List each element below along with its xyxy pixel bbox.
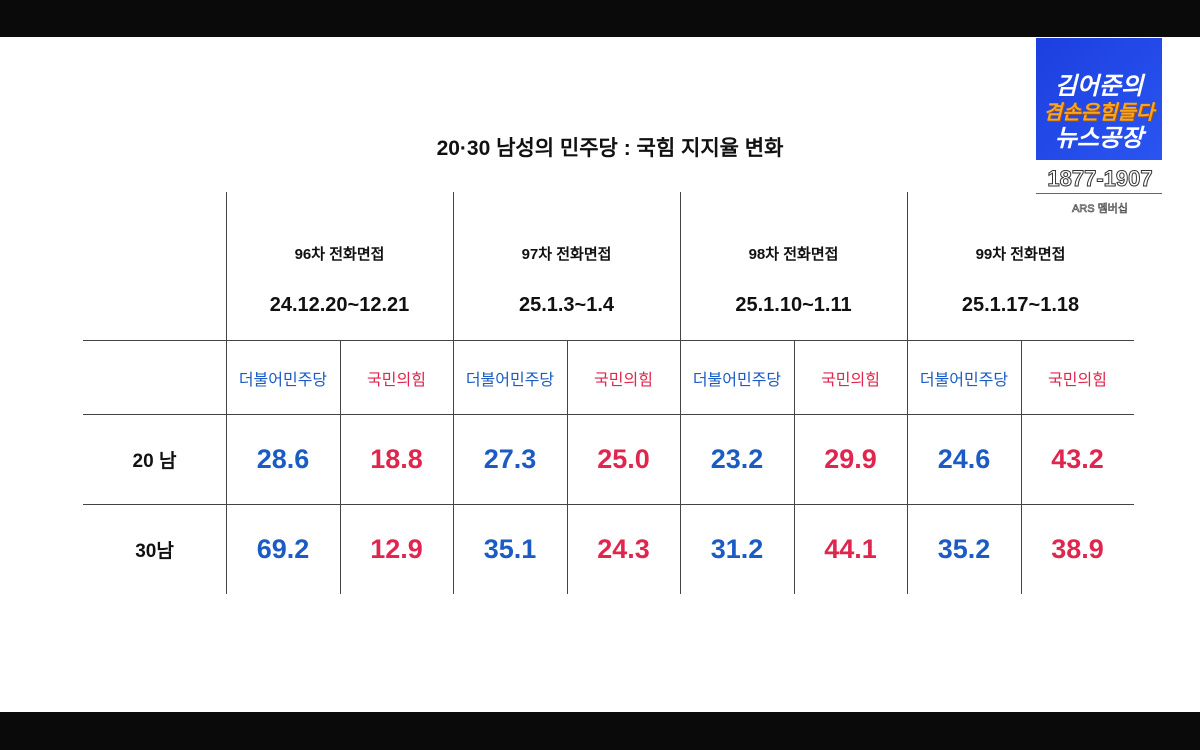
row-label: 20 남 (132, 451, 177, 472)
show-logo: 김어준의 겸손은힘들다 뉴스공장 (1036, 38, 1162, 160)
ars-phone-number: 1877-1907 (1047, 166, 1153, 192)
bottom-letterbox (0, 712, 1200, 750)
grid-line (680, 192, 681, 594)
survey-round: 98차 전화면접 (748, 245, 839, 263)
grid-line (83, 504, 1134, 505)
party-header-ppp: 국민의힘 (821, 371, 880, 389)
logo-line-2: 겸손은힘들다 (1043, 102, 1155, 124)
grid-line (453, 192, 454, 594)
ars-membership-label: ARS 멤버십 (1071, 203, 1129, 216)
party-header-democratic: 더불어민주당 (692, 371, 782, 389)
survey-dates: 25.1.10~1.11 (735, 293, 852, 316)
grid-line (794, 340, 795, 594)
value-democratic: 31.2 (710, 534, 764, 564)
top-letterbox (0, 0, 1200, 37)
value-ppp: 18.8 (370, 444, 423, 474)
party-header-ppp: 국민의힘 (367, 371, 426, 389)
row-label: 30남 (135, 541, 174, 562)
survey-round: 96차 전화면접 (294, 245, 385, 263)
value-ppp: 12.9 (370, 534, 423, 564)
value-ppp: 24.3 (597, 534, 650, 564)
value-ppp: 38.9 (1051, 534, 1104, 564)
value-democratic: 28.6 (256, 444, 310, 474)
grid-line (340, 340, 341, 594)
grid-line (1021, 340, 1022, 594)
logo-line-3: 뉴스공장 (1054, 125, 1144, 152)
survey-dates: 25.1.3~1.4 (518, 293, 615, 316)
party-header-democratic: 더불어민주당 (238, 371, 328, 389)
value-democratic: 23.2 (710, 444, 764, 474)
survey-round: 97차 전화면접 (521, 245, 612, 263)
grid-line (567, 340, 568, 594)
value-ppp: 29.9 (824, 444, 877, 474)
grid-line (83, 340, 1134, 341)
grid-line (226, 192, 227, 594)
divider (1036, 193, 1162, 194)
party-header-democratic: 더불어민주당 (919, 371, 1009, 389)
table-title: 20·30 남성의 민주당 : 국힘 지지율 변화 (436, 137, 784, 160)
value-democratic: 35.1 (483, 534, 537, 564)
survey-round: 99차 전화면접 (975, 245, 1066, 263)
party-header-ppp: 국민의힘 (594, 371, 653, 389)
value-democratic: 69.2 (256, 534, 310, 564)
value-democratic: 27.3 (483, 444, 537, 474)
value-democratic: 24.6 (937, 444, 991, 474)
party-header-ppp: 국민의힘 (1048, 371, 1107, 389)
survey-dates: 24.12.20~12.21 (269, 293, 410, 316)
value-democratic: 35.2 (937, 534, 991, 564)
grid-line (907, 192, 908, 594)
value-ppp: 44.1 (824, 534, 877, 564)
value-ppp: 25.0 (597, 444, 650, 474)
party-header-democratic: 더불어민주당 (465, 371, 555, 389)
logo-line-1: 김어준의 (1054, 73, 1144, 100)
survey-dates: 25.1.17~1.18 (961, 293, 1080, 316)
value-ppp: 43.2 (1051, 444, 1104, 474)
grid-line (83, 414, 1134, 415)
